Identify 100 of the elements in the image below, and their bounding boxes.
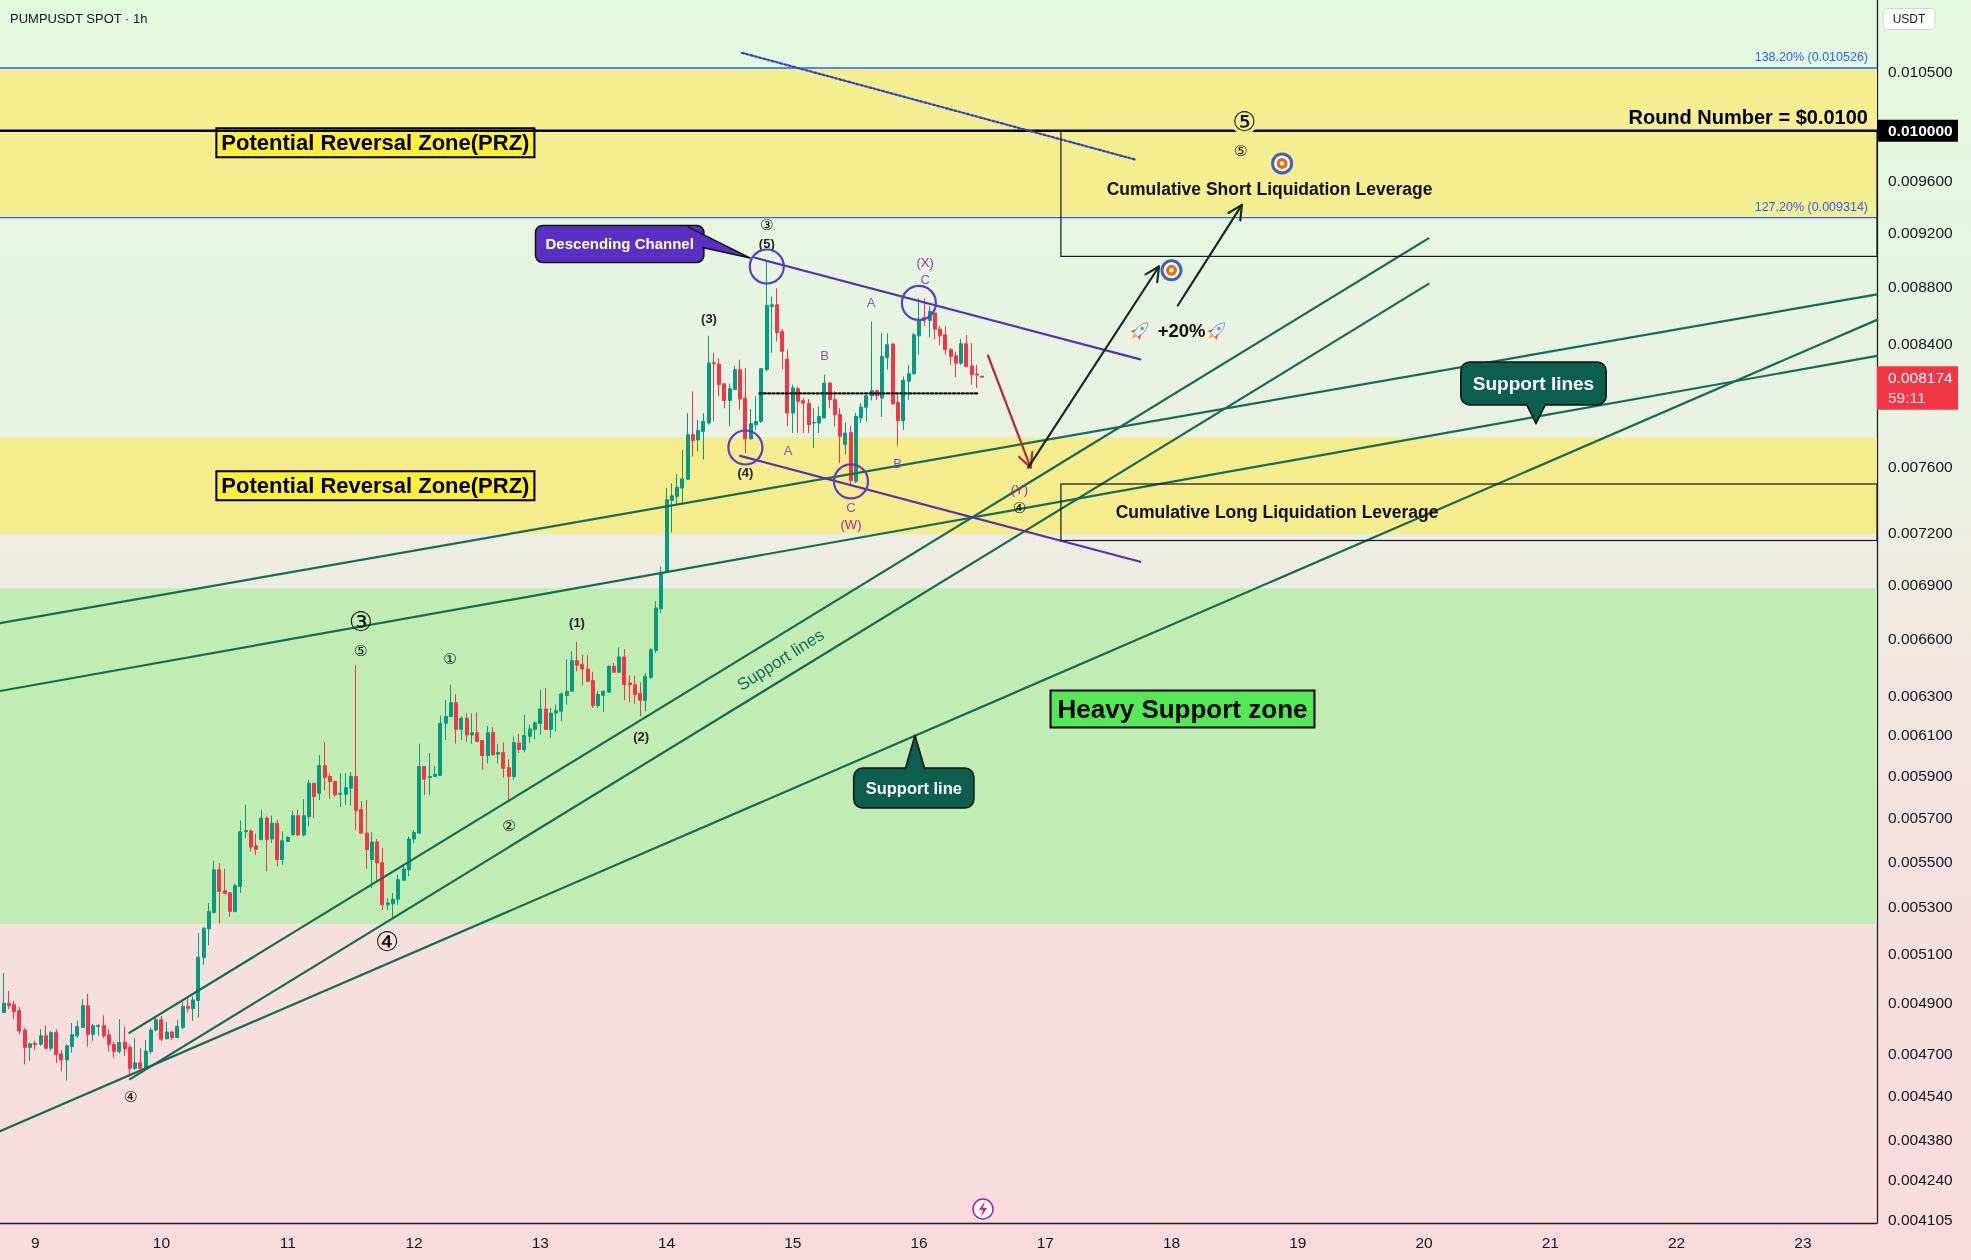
y-tick-label: 0.009200 xyxy=(1888,224,1954,242)
x-tick-label: 14 xyxy=(657,1233,676,1251)
y-tick-label: 0.004900 xyxy=(1888,994,1954,1012)
y-tick-label: 0.008400 xyxy=(1888,335,1954,353)
annotation: ⑤ xyxy=(1233,141,1248,160)
candlestick xyxy=(86,993,90,1048)
annotation: Cumulative Short Liquidation Leverage xyxy=(1106,178,1433,199)
candlestick xyxy=(622,648,626,701)
y-tick-label: 0.010000 xyxy=(1888,122,1953,140)
candlestick xyxy=(686,412,690,481)
text: 59:11 xyxy=(1888,388,1926,406)
annotation: Support line xyxy=(865,779,962,798)
candlestick xyxy=(617,646,621,673)
y-tick-label: 0.006900 xyxy=(1888,575,1954,593)
annotation: Cumulative Long Liquidation Leverage xyxy=(1115,501,1439,522)
x-tick-label: 15 xyxy=(784,1233,802,1251)
x-tick-label: 9 xyxy=(30,1233,40,1251)
candlestick xyxy=(959,338,963,366)
annotation: B xyxy=(820,348,829,364)
y-tick-label: 0.004540 xyxy=(1888,1087,1954,1105)
candlestick xyxy=(964,334,968,368)
annotation: (1) xyxy=(569,614,585,630)
y-tick-label: 0.006300 xyxy=(1888,686,1954,704)
candlestick xyxy=(39,1028,43,1047)
annotation: ⑤ xyxy=(1232,105,1257,137)
candlestick xyxy=(49,1030,53,1052)
candlestick xyxy=(181,1000,185,1030)
candlestick xyxy=(170,1030,174,1041)
candlestick xyxy=(512,736,516,781)
x-tick-label: 22 xyxy=(1668,1233,1686,1251)
y-tick-label: 0.006600 xyxy=(1888,630,1954,648)
candlestick xyxy=(291,810,295,836)
annotation: ④ xyxy=(123,1088,138,1107)
candlestick xyxy=(465,712,469,743)
band-label: Potential Reversal Zone(PRZ) xyxy=(221,473,530,499)
candlestick xyxy=(365,799,369,870)
y-tick-label: 0.007200 xyxy=(1888,523,1954,541)
candlestick xyxy=(138,1047,142,1071)
y-tick-label: 0.004700 xyxy=(1888,1045,1954,1063)
annotation: A xyxy=(866,295,876,311)
y-tick-label: 0.007600 xyxy=(1888,457,1954,475)
candlestick xyxy=(785,349,789,427)
candlestick xyxy=(422,765,426,796)
candlestick xyxy=(459,715,463,741)
y-tick-label: 0.004240 xyxy=(1888,1171,1954,1189)
candlestick xyxy=(23,1027,27,1065)
y-tick-label: 0.008174 xyxy=(1888,368,1954,386)
annotation: ③ xyxy=(760,216,774,234)
candlestick xyxy=(470,712,474,745)
candlestick xyxy=(491,726,495,756)
annotation: ⑤ xyxy=(354,642,368,661)
y-tick-label: 0.009600 xyxy=(1888,172,1954,190)
x-tick-label: 11 xyxy=(279,1233,296,1251)
y-tick-label: 0.006100 xyxy=(1888,726,1954,744)
y-tick-label: 0.004105 xyxy=(1888,1210,1953,1228)
annotation: (W) xyxy=(840,516,862,532)
candlestick xyxy=(312,782,316,819)
x-tick-label: 16 xyxy=(910,1233,928,1251)
annotation: Descending Channel xyxy=(545,235,694,253)
candlestick xyxy=(186,997,190,1013)
annotation: A xyxy=(783,442,793,458)
x-tick-label: 21 xyxy=(1541,1233,1559,1251)
annotation: ④ xyxy=(375,926,400,957)
y-tick-label: 0.004380 xyxy=(1888,1131,1954,1149)
candlestick xyxy=(612,662,616,674)
candlestick xyxy=(496,743,500,764)
candlestick xyxy=(901,375,905,431)
candlestick xyxy=(707,335,711,426)
candlestick xyxy=(81,998,85,1028)
y-tick-label: 0.008800 xyxy=(1888,278,1954,296)
x-tick-label: 10 xyxy=(152,1233,171,1251)
candlestick xyxy=(133,1037,137,1071)
candlestick xyxy=(870,320,874,401)
candlestick xyxy=(175,1019,179,1039)
candlestick xyxy=(286,835,290,842)
candlestick xyxy=(607,665,611,694)
x-tick-label: 19 xyxy=(1289,1233,1307,1251)
candlestick xyxy=(33,1040,37,1051)
candlestick xyxy=(501,742,505,779)
ref-line-label: 138.20% (0.010526) xyxy=(1754,50,1868,65)
candlestick xyxy=(270,815,274,844)
annotation: (3) xyxy=(701,310,717,326)
candlestick xyxy=(117,1018,121,1054)
band-label: Potential Reversal Zone(PRZ) xyxy=(221,130,530,156)
candlestick xyxy=(44,1025,48,1050)
annotation: C xyxy=(920,271,930,287)
annotation: Support lines xyxy=(1472,372,1595,394)
candlestick xyxy=(259,809,263,841)
x-tick-label: 23 xyxy=(1794,1233,1812,1251)
y-tick-label: 0.005300 xyxy=(1888,898,1954,916)
candlestick xyxy=(338,772,342,808)
annotation: ① xyxy=(443,649,457,668)
candlestick xyxy=(454,693,458,745)
annotation: (4) xyxy=(737,465,754,481)
candlestick xyxy=(2,972,6,1014)
y-axis-title: USDT xyxy=(1892,12,1926,26)
candlestick xyxy=(296,809,300,837)
candlestick xyxy=(280,830,284,866)
candlestick xyxy=(28,1042,32,1062)
candlestick xyxy=(849,425,853,487)
